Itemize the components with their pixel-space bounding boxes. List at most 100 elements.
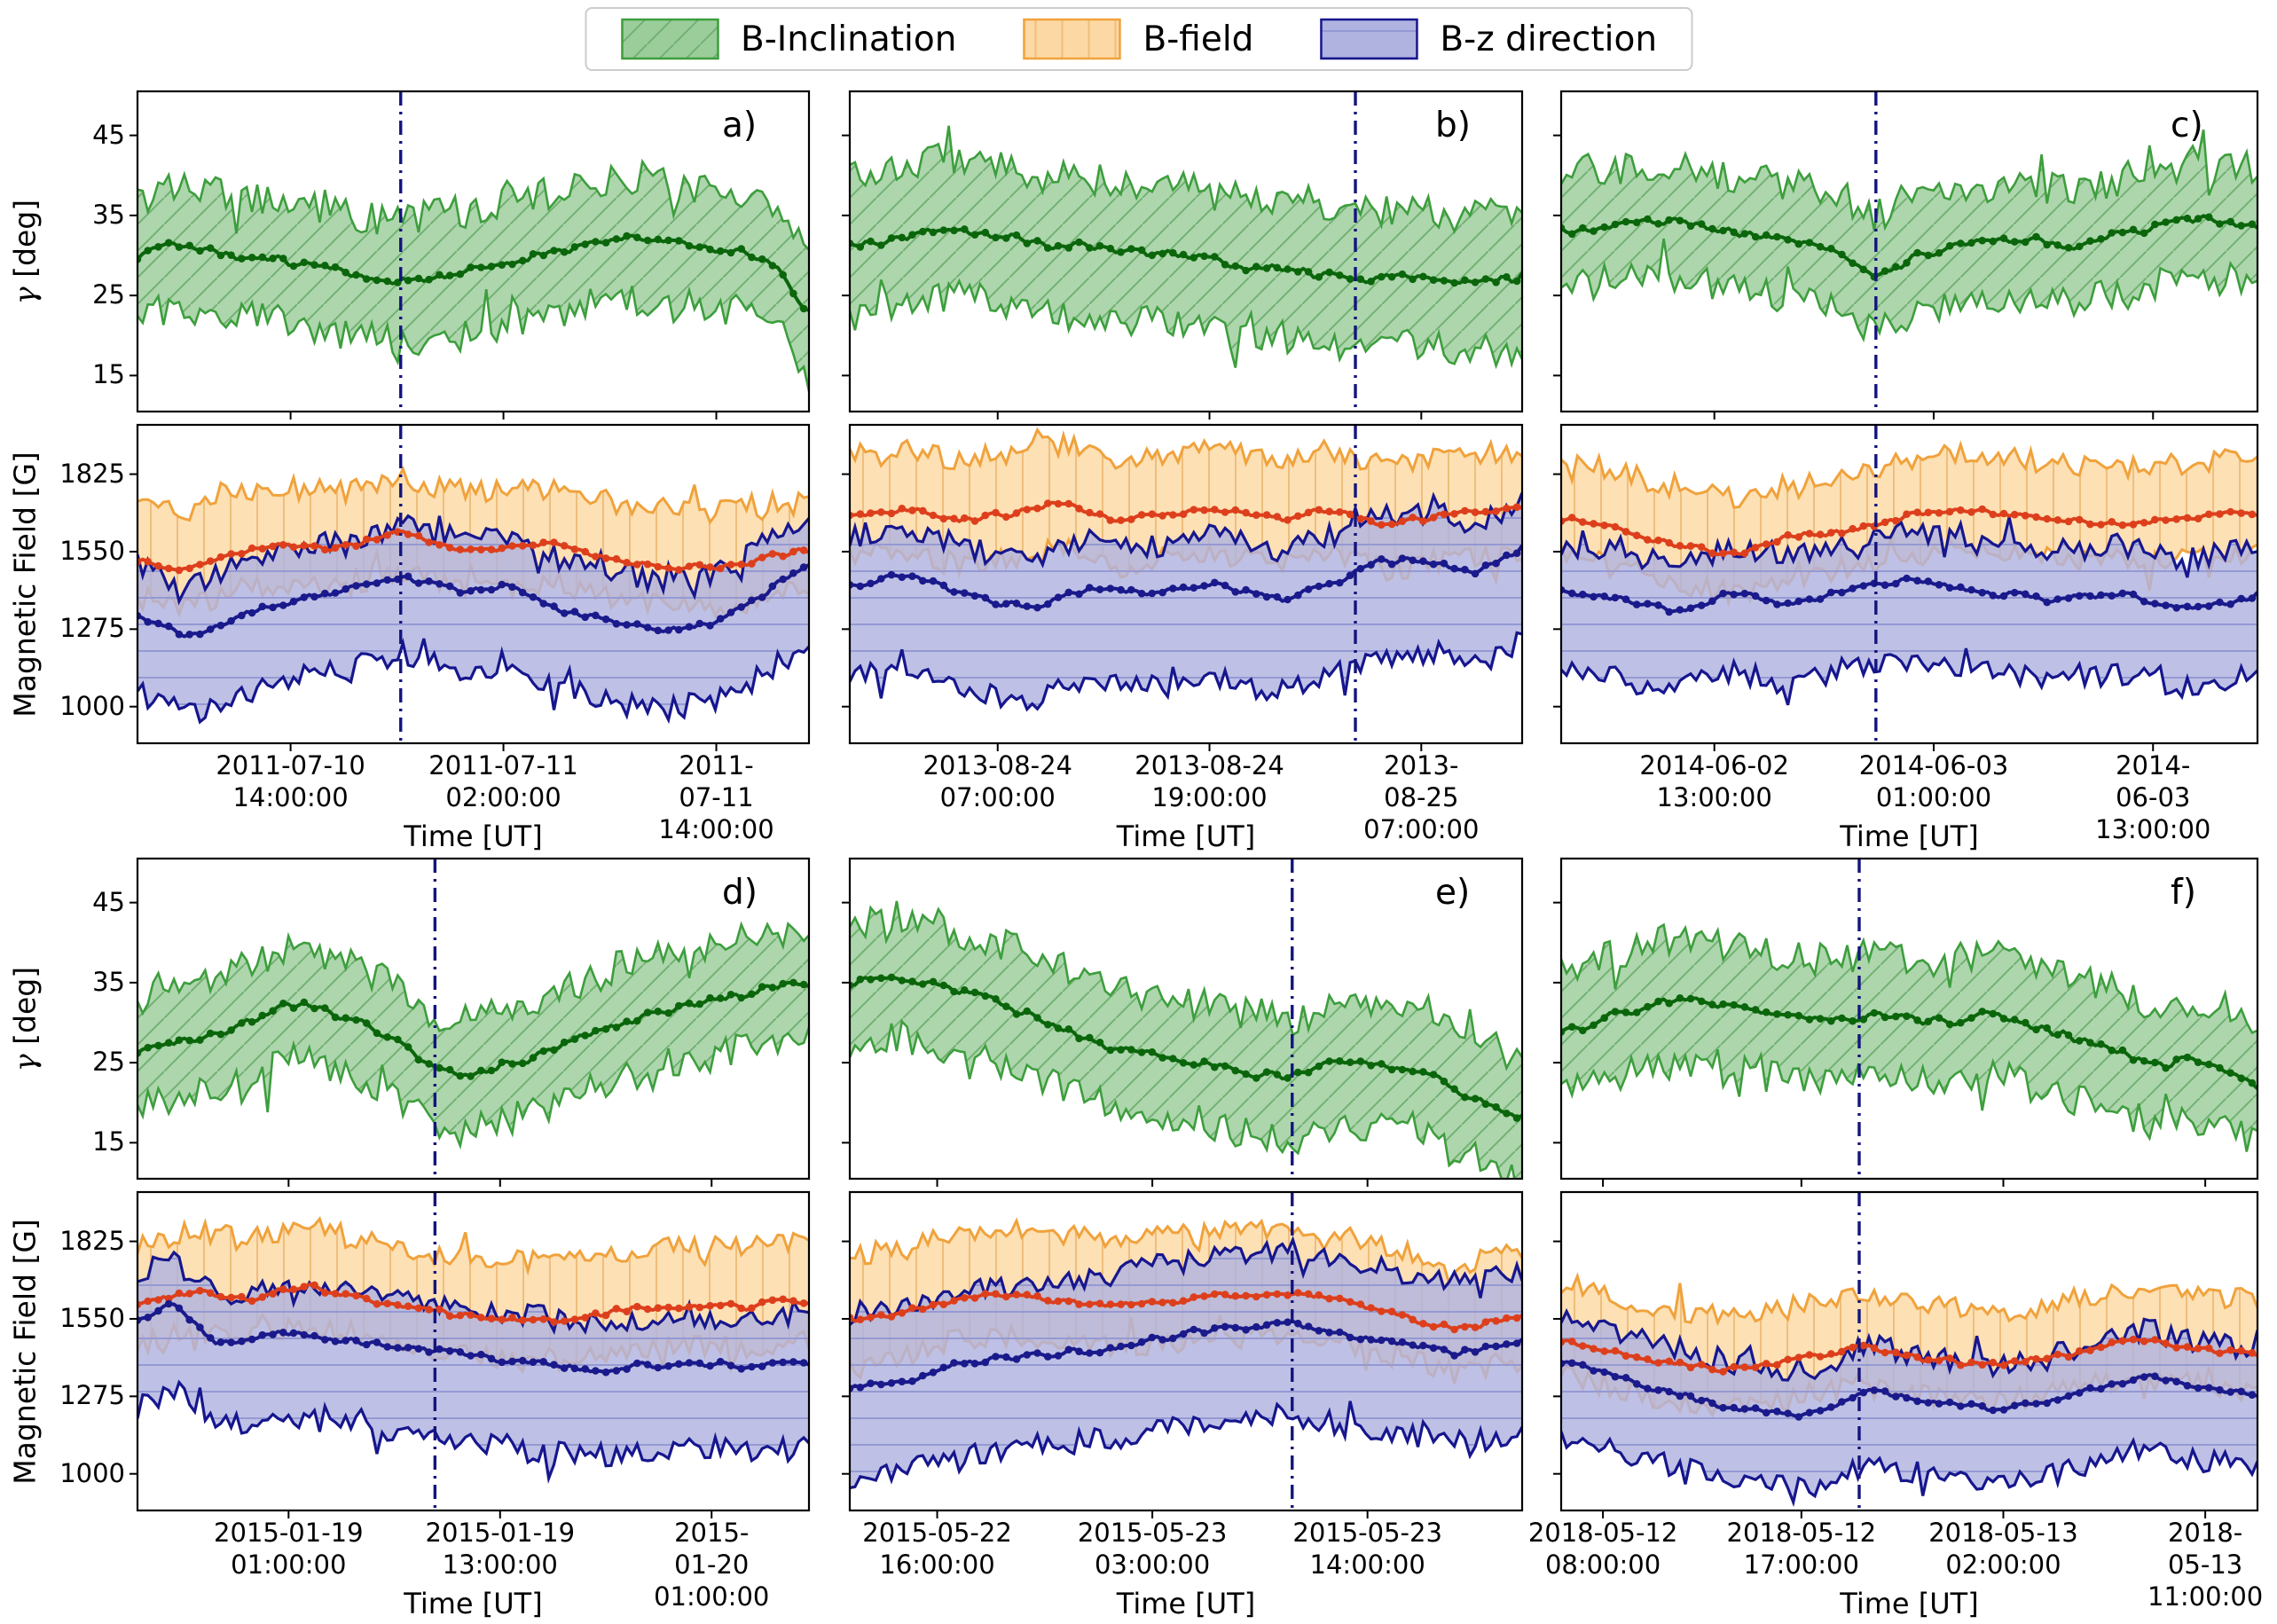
legend-item-b-field: B-field	[1022, 18, 1253, 60]
panel-e-xlabel: Time [UT]	[1116, 1587, 1256, 1620]
b-z-direction-swatch	[1320, 18, 1418, 60]
panel-c-xtick-1: 2014-06-03 01:00:00	[1858, 750, 2009, 812]
b-inclination-mean-line-markers	[137, 231, 808, 313]
field-ytick-1825: 1825	[59, 1225, 125, 1256]
b-field-mean-line-markers	[1561, 505, 2257, 558]
legend: B-Inclination B-field B-z direction	[584, 7, 1693, 71]
field-ytick-1550: 1550	[59, 1302, 125, 1333]
panel-b-xlabel: Time [UT]	[1116, 820, 1256, 853]
field-axis-label: Magnetic Field [G]	[7, 1218, 43, 1485]
b-inclination-band	[850, 125, 1522, 370]
panel-c-field-plot	[1553, 423, 2259, 751]
panel-letter-f: f)	[2171, 873, 2196, 913]
b-field-mean-line-markers	[137, 1281, 808, 1326]
panel-e-xtick-2: 2015-05-23 14:00:00	[1292, 1518, 1442, 1580]
b-field-band-upper-edge	[850, 1217, 1522, 1287]
b-field-band-upper-edge	[1561, 440, 2257, 509]
b-field-mean-line-markers	[850, 499, 1521, 529]
axes-frame	[136, 857, 811, 1181]
axes-frame	[848, 1190, 1524, 1512]
gamma-ytick-45: 45	[92, 119, 125, 150]
b-inclination-band-lower-edge	[137, 286, 809, 392]
b-field-mean-line-markers	[1561, 1335, 2257, 1376]
panel-e-field-plot	[842, 1190, 1524, 1518]
b-inclination-band	[1561, 129, 2257, 343]
axes-frame	[848, 423, 1524, 745]
b-inclination-band-lower-edge	[850, 1018, 1516, 1179]
legend-label-b-z-direction: B-z direction	[1440, 19, 1658, 59]
panel-a-xlabel: Time [UT]	[404, 820, 543, 853]
field-ytick-1275: 1275	[59, 1380, 125, 1411]
gamma-ytick-25: 25	[92, 279, 125, 310]
panel-letter-e: e)	[1435, 873, 1471, 913]
panel-b-xtick-2: 2013-08-25 07:00:00	[1363, 750, 1480, 844]
b-inclination-mean-line	[1561, 213, 2257, 281]
b-z-band-upper-edge	[850, 1236, 1522, 1326]
axes-frame	[1559, 1190, 2259, 1512]
field-ytick-1275: 1275	[59, 613, 125, 644]
axes-frame	[136, 90, 811, 413]
panel-d: d) 2015-01-19 01:00:00 2015-01-19 13:00:00…	[8, 857, 811, 1621]
panel-a-gamma-plot	[130, 90, 811, 420]
b-inclination-band	[137, 921, 809, 1150]
axes-frame	[1559, 90, 2259, 413]
panel-a-field-plot	[130, 423, 811, 751]
panel-c: c) 2014-06-02 13:00:00 2014-06-03 01:00:00…	[1553, 90, 2259, 854]
panel-f-xtick-0: 2018-05-12 08:00:00	[1527, 1518, 1678, 1580]
b-field-swatch	[1023, 18, 1121, 60]
panel-b-field-plot	[842, 423, 1524, 751]
b-z-band-lower-edge	[1561, 1431, 2257, 1508]
b-field-band-upper-edge	[137, 1216, 809, 1276]
b-field-mean-line-markers	[137, 528, 808, 575]
panel-e-gamma-plot	[842, 857, 1524, 1187]
panel-a-xtick-0: 2011-07-10 14:00:00	[216, 750, 365, 812]
panel-d-xtick-0: 2015-01-19 01:00:00	[214, 1518, 364, 1580]
b-z-mean-line	[850, 1318, 1522, 1393]
panel-d-xtick-1: 2015-01-19 13:00:00	[425, 1518, 576, 1580]
gamma-ytick-35: 35	[92, 966, 125, 997]
b-inclination-mean-line	[137, 978, 809, 1080]
b-inclination-band	[850, 900, 1522, 1179]
b-field-mean-line	[137, 1281, 809, 1326]
b-inclination-mean-line-markers	[1561, 994, 2257, 1087]
panel-f-xtick-1: 2018-05-12 17:00:00	[1726, 1518, 1877, 1580]
b-z-band	[137, 1250, 809, 1485]
panel-letter-c: c)	[2171, 106, 2203, 145]
panel-f-xtick-3: 2018-05-13 11:00:00	[2147, 1518, 2264, 1612]
b-inclination-mean-line-markers	[137, 978, 808, 1080]
b-inclination-mean-line	[850, 225, 1522, 287]
panel-b-xtick-0: 2013-08-24 07:00:00	[923, 750, 1073, 812]
axes-frame	[848, 857, 1524, 1181]
panel-e: e) 2015-05-22 16:00:00 2015-05-23 03:00:00…	[842, 857, 1524, 1621]
gamma-ytick-45: 45	[92, 886, 125, 917]
b-inclination-mean-line-markers	[850, 973, 1521, 1122]
b-field-band-upper-edge	[137, 465, 809, 525]
axes-frame	[1559, 857, 2259, 1181]
panel-b: b) 2013-08-24 07:00:00 2013-08-24 19:00:00…	[842, 90, 1524, 854]
b-inclination-mean-line	[850, 973, 1522, 1122]
b-field-mean-line	[1561, 505, 2257, 558]
gamma-ytick-25: 25	[92, 1047, 125, 1078]
b-z-band-lower-edge	[1561, 647, 2257, 706]
panel-f-xtick-2: 2018-05-13 02:00:00	[1928, 1518, 2078, 1580]
legend-label-b-inclination: B-Inclination	[740, 19, 957, 59]
b-field-band-upper-edge	[850, 427, 1522, 475]
gamma-axis-label: γ [deg]	[7, 966, 43, 1071]
panel-c-xlabel: Time [UT]	[1840, 820, 1979, 853]
b-z-mean-line-markers	[1561, 1359, 2257, 1421]
b-z-band-upper-edge	[1561, 516, 2257, 578]
axes-frame	[1559, 423, 2259, 745]
b-inclination-band-lower-edge	[1561, 1048, 2257, 1152]
b-z-band-lower-edge	[850, 631, 1522, 712]
b-inclination-mean-line	[137, 231, 809, 313]
panel-d-field-plot	[130, 1190, 811, 1518]
panel-e-xtick-1: 2015-05-23 03:00:00	[1077, 1518, 1228, 1580]
panel-d-xtick-2: 2015-01-20 01:00:00	[654, 1518, 770, 1612]
b-z-mean-line	[1561, 1359, 2257, 1421]
panel-c-gamma-plot	[1553, 90, 2259, 420]
gamma-ytick-35: 35	[92, 199, 125, 230]
b-inclination-band-upper-edge	[137, 158, 809, 251]
panel-a: a) 2011-07-10 14:00:00 2011-07-11 02:00:00…	[8, 90, 811, 854]
field-ytick-1000: 1000	[59, 1457, 125, 1488]
b-field-mean-line	[850, 499, 1522, 529]
